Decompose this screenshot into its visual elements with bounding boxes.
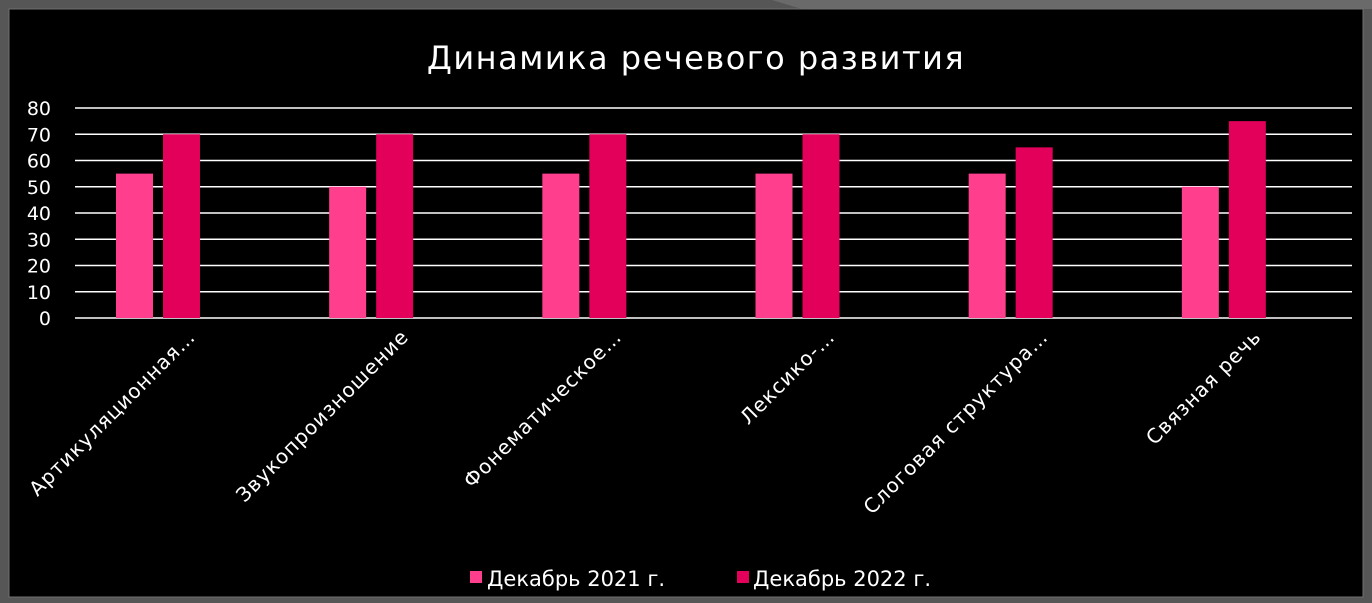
legend-item-series-1: Декабрь 2021 г. <box>470 567 665 591</box>
legend-label: Декабрь 2021 г. <box>487 567 665 591</box>
bar-series-2-category-3 <box>589 134 627 318</box>
bar-series-1-category-1 <box>116 173 153 318</box>
bar-series-2-category-4 <box>802 134 840 318</box>
bar-series-1-category-3 <box>542 173 580 318</box>
legend: Декабрь 2021 г. Декабрь 2022 г. <box>470 567 931 591</box>
bar-series-1-category-6 <box>1181 186 1219 318</box>
bar-series-2-category-5 <box>1015 147 1053 318</box>
legend-swatch <box>737 571 749 583</box>
bar-series-1-category-5 <box>968 173 1006 318</box>
legend-label: Декабрь 2022 г. <box>753 567 931 591</box>
bar-series-2-category-2 <box>376 134 414 318</box>
y-tick-label: 50 <box>27 177 51 199</box>
legend-swatch <box>470 571 482 583</box>
bar-series-2-category-6 <box>1228 121 1266 318</box>
y-axis-tick-labels: 0 10 20 30 40 50 60 70 80 <box>27 98 51 330</box>
bar-series-1-category-2 <box>329 186 367 318</box>
y-tick-label: 10 <box>27 282 51 304</box>
chart-title: Динамика речевого развития <box>427 39 965 77</box>
bar-series-2-category-1 <box>163 134 200 318</box>
chart-area-background <box>8 8 1364 598</box>
y-tick-label: 80 <box>27 98 51 120</box>
y-tick-label: 40 <box>27 203 51 225</box>
y-tick-label: 20 <box>27 256 51 278</box>
y-tick-label: 70 <box>27 124 51 146</box>
bar-series-1-category-4 <box>755 173 793 318</box>
bars <box>116 121 1266 318</box>
frame-bevel-highlight <box>772 0 1372 9</box>
y-tick-label: 60 <box>27 151 51 173</box>
y-tick-label: 0 <box>39 308 51 330</box>
y-tick-label: 30 <box>27 229 51 251</box>
gridlines <box>75 107 1352 319</box>
legend-item-series-2: Декабрь 2022 г. <box>737 567 931 591</box>
